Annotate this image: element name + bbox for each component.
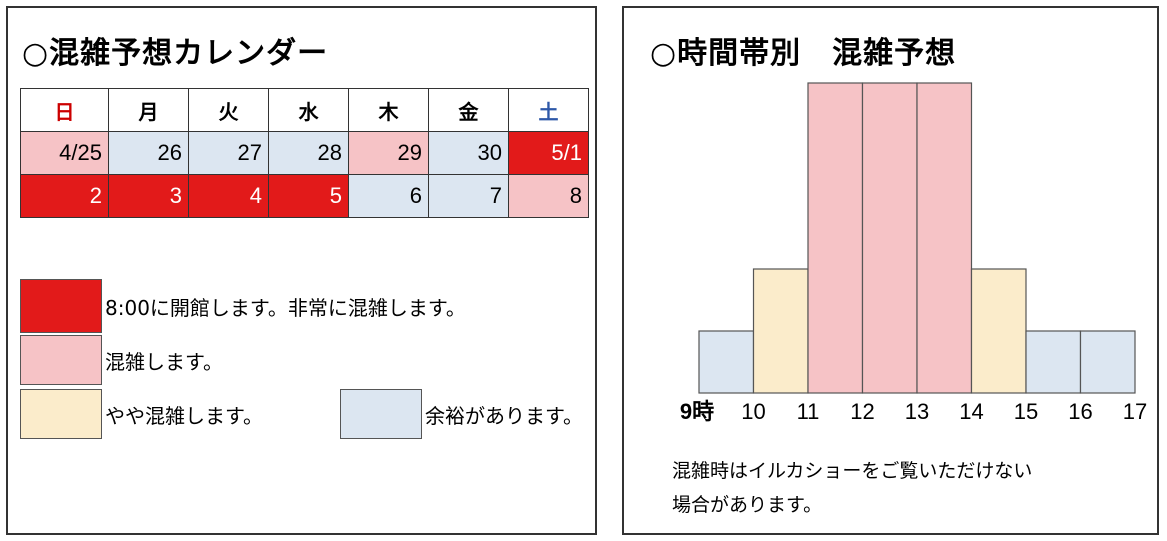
calendar-panel: ○混雑予想カレンダー 日 月 火 水 木 金 土 4/25 26 27 28 2…: [6, 6, 597, 535]
calendar-day: 8: [508, 174, 589, 218]
bar-9-10: [698, 330, 755, 394]
hourly-chart-panel: ○時間帯別 混雑予想 9時 10 11 12 13 14 15 16 17 混雑時はイルカショー…: [622, 6, 1159, 535]
calendar-week-1: 4/25 26 27 28 29 30 5/1: [20, 131, 589, 175]
calendar-day: 4/25: [20, 131, 109, 175]
legend-swatch-available: [340, 389, 422, 439]
weekday-tue: 火: [188, 88, 269, 132]
chart-title: ○時間帯別 混雑予想: [650, 36, 957, 71]
x-tick-label: 12: [850, 399, 874, 424]
calendar-day: 2: [20, 174, 109, 218]
x-tick-label: 16: [1068, 399, 1092, 424]
bar-12-13: [861, 82, 918, 394]
bar-10-11: [752, 268, 809, 394]
weekday-header-row: 日 月 火 水 木 金 土: [20, 88, 589, 132]
x-tick-label: 14: [959, 399, 983, 424]
congestion-calendar: 日 月 火 水 木 金 土 4/25 26 27 28 29 30 5/1 2 …: [20, 88, 589, 218]
calendar-day: 3: [108, 174, 189, 218]
x-tick-label: 15: [1014, 399, 1038, 424]
weekday-sat: 土: [508, 88, 589, 132]
calendar-day: 29: [348, 131, 429, 175]
x-tick-label: 9時: [680, 399, 714, 424]
x-tick-label: 17: [1123, 399, 1147, 424]
bar-14-15: [970, 268, 1027, 394]
x-tick-label: 11: [797, 399, 820, 424]
legend-label-crowded: 混雑します。: [105, 349, 223, 374]
calendar-day: 27: [188, 131, 269, 175]
legend-somewhat-crowded: やや混雑します。: [20, 389, 263, 439]
weekday-thu: 木: [348, 88, 429, 132]
bar-13-14: [916, 82, 973, 394]
legend-label-available: 余裕があります。: [425, 403, 583, 428]
legend-crowded: 混雑します。: [20, 335, 223, 385]
calendar-day: 5: [268, 174, 349, 218]
calendar-day: 28: [268, 131, 349, 175]
calendar-day: 5/1: [508, 131, 589, 175]
legend-label-very-crowded: 8:00に開館します。非常に混雑します。: [105, 295, 466, 320]
weekday-fri: 金: [428, 88, 509, 132]
x-tick-label: 10: [741, 399, 765, 424]
chart-note-line-2: 場合があります。: [672, 494, 823, 516]
hourly-congestion-chart: 9時 10 11 12 13 14 15 16 17: [680, 82, 1147, 424]
legend-swatch-somewhat-crowded: [20, 389, 102, 439]
weekday-wed: 水: [268, 88, 349, 132]
calendar-day: 7: [428, 174, 509, 218]
calendar-day: 26: [108, 131, 189, 175]
legend-available: 余裕があります。: [340, 389, 583, 439]
bar-16-17: [1079, 330, 1136, 394]
legend-swatch-crowded: [20, 335, 102, 385]
legend-swatch-very-crowded: [20, 279, 102, 333]
x-tick-label: 13: [905, 399, 929, 424]
legend-label-somewhat-crowded: やや混雑します。: [105, 403, 263, 428]
chart-note-line-1: 混雑時はイルカショーをご覧いただけない: [672, 460, 1033, 482]
calendar-day: 30: [428, 131, 509, 175]
bar-15-16: [1025, 330, 1082, 394]
calendar-day: 6: [348, 174, 429, 218]
legend-very-crowded: 8:00に開館します。非常に混雑します。: [20, 279, 466, 333]
calendar-week-2: 2 3 4 5 6 7 8: [20, 174, 589, 218]
calendar-day: 4: [188, 174, 269, 218]
bar-11-12: [807, 82, 864, 394]
calendar-title: ○混雑予想カレンダー: [22, 36, 329, 71]
weekday-sun: 日: [20, 88, 109, 132]
weekday-mon: 月: [108, 88, 189, 132]
